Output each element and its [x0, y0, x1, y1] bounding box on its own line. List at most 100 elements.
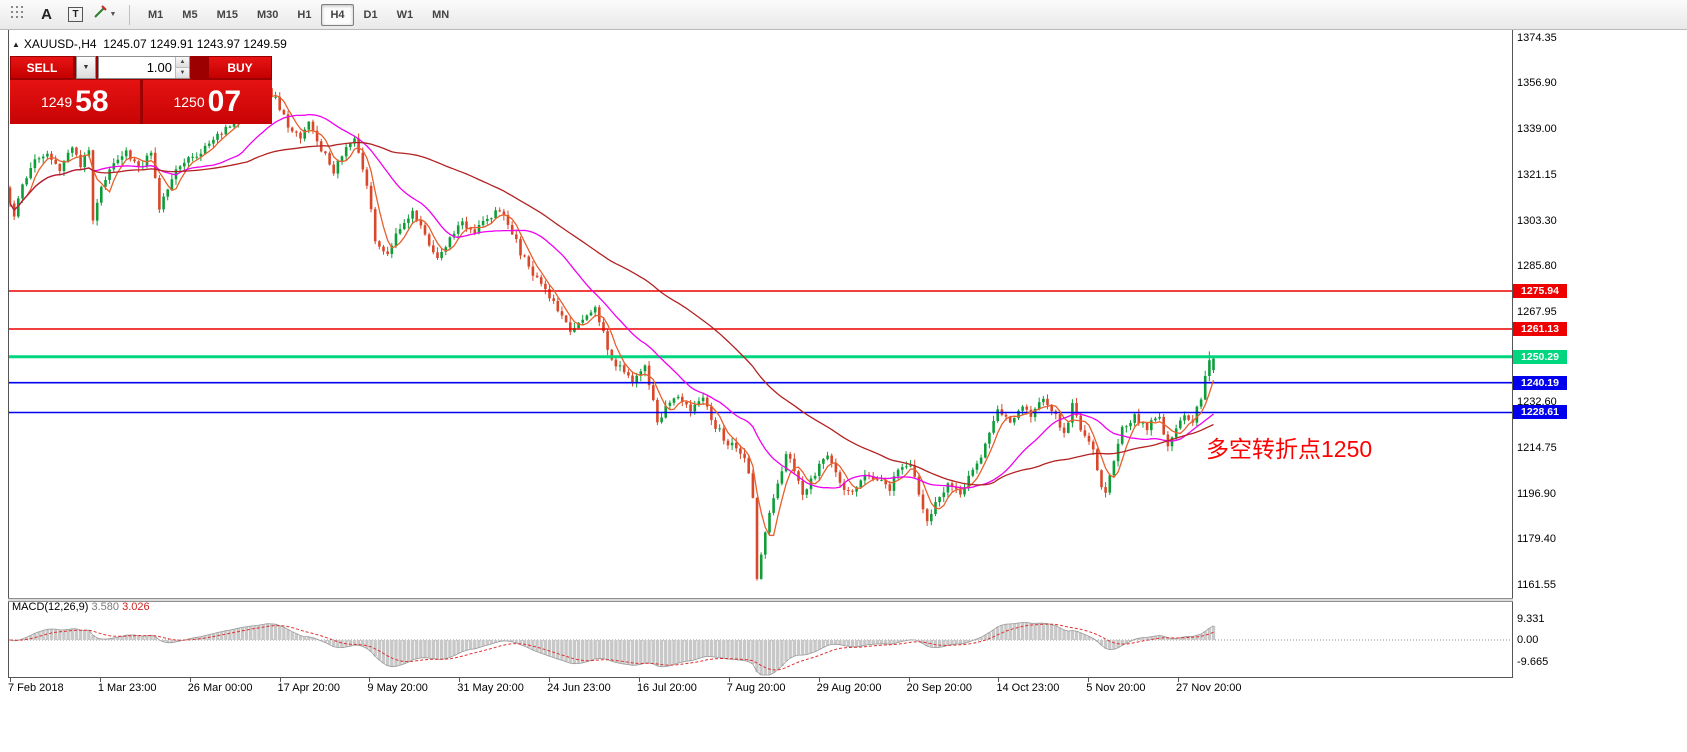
time-axis-tick: [728, 678, 730, 682]
time-axis-tick: [369, 678, 371, 682]
lot-decrease-button[interactable]: ▼: [176, 68, 189, 78]
time-axis-tick: [1178, 678, 1180, 682]
sell-price-panel[interactable]: 1249 58: [10, 80, 140, 124]
price-axis-border: [1512, 30, 1513, 677]
time-axis-label: 27 Nov 20:00: [1176, 682, 1242, 694]
timeframe-button-mn[interactable]: MN: [432, 8, 450, 21]
sell-price-pips: 58: [75, 85, 109, 118]
timeframe-button-m15[interactable]: M15: [216, 8, 238, 21]
macd-main-value: 3.580: [91, 601, 120, 613]
time-axis-tick: [1088, 678, 1090, 682]
buy-price-panel[interactable]: 1250 07: [142, 80, 272, 124]
macd-axis-label: 9.331: [1517, 612, 1545, 625]
sell-price-stem: 1249: [40, 94, 73, 110]
grid-icon: [10, 5, 26, 24]
price-axis-label: 1303.30: [1517, 214, 1557, 227]
macd-header: MACD(12,26,9) 3.580 3.026: [12, 601, 150, 613]
macd-axis-label: -9.665: [1517, 656, 1549, 669]
lot-spinner: ▲ ▼: [175, 57, 189, 78]
letter-a-icon: A: [41, 6, 52, 23]
time-axis-tick: [10, 678, 11, 682]
chart-left-border: [8, 30, 9, 677]
symbol-marker-icon: ▲: [12, 39, 20, 49]
one-click-trading-widget: SELL ▼ 1.00 ▲ ▼ BUY 1249 58 1250 07: [10, 56, 272, 124]
lot-increase-button[interactable]: ▲: [176, 57, 189, 68]
time-axis-label: 17 Apr 20:00: [277, 682, 340, 694]
time-axis-label: 31 May 20:00: [457, 682, 524, 694]
price-axis-label: 1232.60: [1517, 396, 1557, 409]
time-axis-label: 7 Aug 20:00: [726, 682, 786, 694]
time-axis-tick: [908, 678, 910, 682]
price-axis-label: 1161.55: [1517, 578, 1556, 591]
candlestick-chart-canvas[interactable]: [9, 30, 1512, 598]
time-axis-tick: [189, 678, 191, 682]
timeframe-button-w1[interactable]: W1: [396, 8, 414, 21]
time-axis-label: 1 Mar 23:00: [97, 682, 157, 694]
price-axis-label: 1214.75: [1517, 442, 1557, 455]
time-axis-border: [8, 677, 1513, 678]
macd-signal-value: 3.026: [122, 601, 150, 613]
lot-preset-dropdown[interactable]: ▼: [76, 56, 96, 79]
timeframe-button-m5[interactable]: M5: [182, 8, 198, 21]
chevron-down-icon: ▼: [109, 11, 117, 18]
time-axis-label: 14 Oct 23:00: [996, 682, 1060, 694]
price-level-badge[interactable]: 1240.19: [1513, 375, 1567, 390]
time-axis-tick: [818, 678, 820, 682]
symbol-timeframe-label: XAUUSD-,H4: [23, 37, 97, 51]
trade-widget-top-row: SELL ▼ 1.00 ▲ ▼ BUY: [10, 56, 272, 79]
timeframe-button-m30[interactable]: M30: [256, 8, 279, 21]
timeframe-button-h4[interactable]: H4: [321, 3, 354, 26]
text-label-tool-button[interactable]: A: [33, 3, 60, 27]
chevron-down-icon: ▼: [82, 64, 90, 71]
ohlc-values: [97, 37, 104, 51]
time-axis-tick: [549, 678, 551, 682]
buy-button[interactable]: BUY: [208, 56, 272, 79]
pencil-icon: [93, 5, 107, 24]
time-axis-tick: [279, 678, 281, 682]
time-axis-label: 26 Mar 00:00: [187, 682, 253, 694]
time-axis-label: 9 May 20:00: [367, 682, 428, 694]
buy-price-stem: 1250: [173, 94, 205, 110]
timeframe-button-h1[interactable]: H1: [297, 8, 312, 21]
macd-axis-label: 0.00: [1517, 634, 1539, 646]
price-axis-label: 1356.90: [1517, 77, 1557, 90]
text-box-tool-button[interactable]: T: [62, 3, 89, 27]
time-axis-tick: [998, 678, 1000, 682]
toolbar-separator: [129, 4, 130, 25]
timeframe-button-d1[interactable]: D1: [363, 8, 378, 21]
trade-widget-price-row: 1249 58 1250 07: [10, 80, 272, 124]
time-axis-tick: [459, 678, 461, 682]
price-axis-label: 1321.15: [1517, 169, 1557, 181]
price-axis-label: 1179.40: [1517, 532, 1556, 545]
time-axis-label: 20 Sep 20:00: [906, 682, 972, 694]
time-axis-label: 24 Jun 23:00: [547, 682, 611, 694]
toolbar: A T ▼ M1 M5 M15 M30 H1 H4 D1 W1 MN: [0, 0, 1687, 30]
price-level-badge[interactable]: 1228.61: [1513, 405, 1567, 420]
price-axis-label: 1374.35: [1517, 32, 1557, 45]
price-level-badge[interactable]: 1250.29: [1513, 349, 1567, 364]
macd-name-label: MACD(12,26,9): [12, 601, 89, 613]
price-axis-label: 1267.95: [1517, 305, 1557, 318]
lot-size-field[interactable]: 1.00 ▲ ▼: [98, 56, 190, 79]
price-level-badge[interactable]: 1261.13: [1513, 322, 1567, 337]
annotation-text: 多空转折点1250: [1206, 436, 1373, 462]
lot-size-value: 1.00: [146, 60, 172, 75]
macd-indicator-canvas[interactable]: [9, 602, 1512, 677]
sell-button[interactable]: SELL: [10, 56, 74, 79]
buy-price-pips: 07: [207, 85, 242, 118]
text-box-icon: T: [68, 7, 83, 22]
time-axis-label: 16 Jul 20:00: [636, 682, 697, 694]
timeframe-toolbar: M1 M5 M15 M30 H1 H4 D1 W1 MN: [139, 3, 459, 26]
ohlc-values-text: 1245.07 1249.91 1243.97 1249.59: [103, 37, 287, 51]
price-axis-label: 1285.80: [1517, 259, 1557, 272]
grid-tool-button[interactable]: [4, 3, 31, 27]
draw-tool-button[interactable]: ▼: [91, 3, 118, 27]
price-axis-label: 1339.00: [1517, 123, 1557, 136]
price-axis-label: 1196.90: [1517, 487, 1556, 500]
pane-divider[interactable]: [8, 598, 1513, 602]
time-axis-tick: [638, 678, 640, 682]
time-axis-tick: [99, 678, 101, 682]
timeframe-button-m1[interactable]: M1: [148, 8, 164, 21]
ohlc-header: ▲ XAUUSD-,H4 1245.07 1249.91 1243.97 124…: [12, 37, 287, 51]
price-level-badge[interactable]: 1275.94: [1513, 284, 1567, 298]
